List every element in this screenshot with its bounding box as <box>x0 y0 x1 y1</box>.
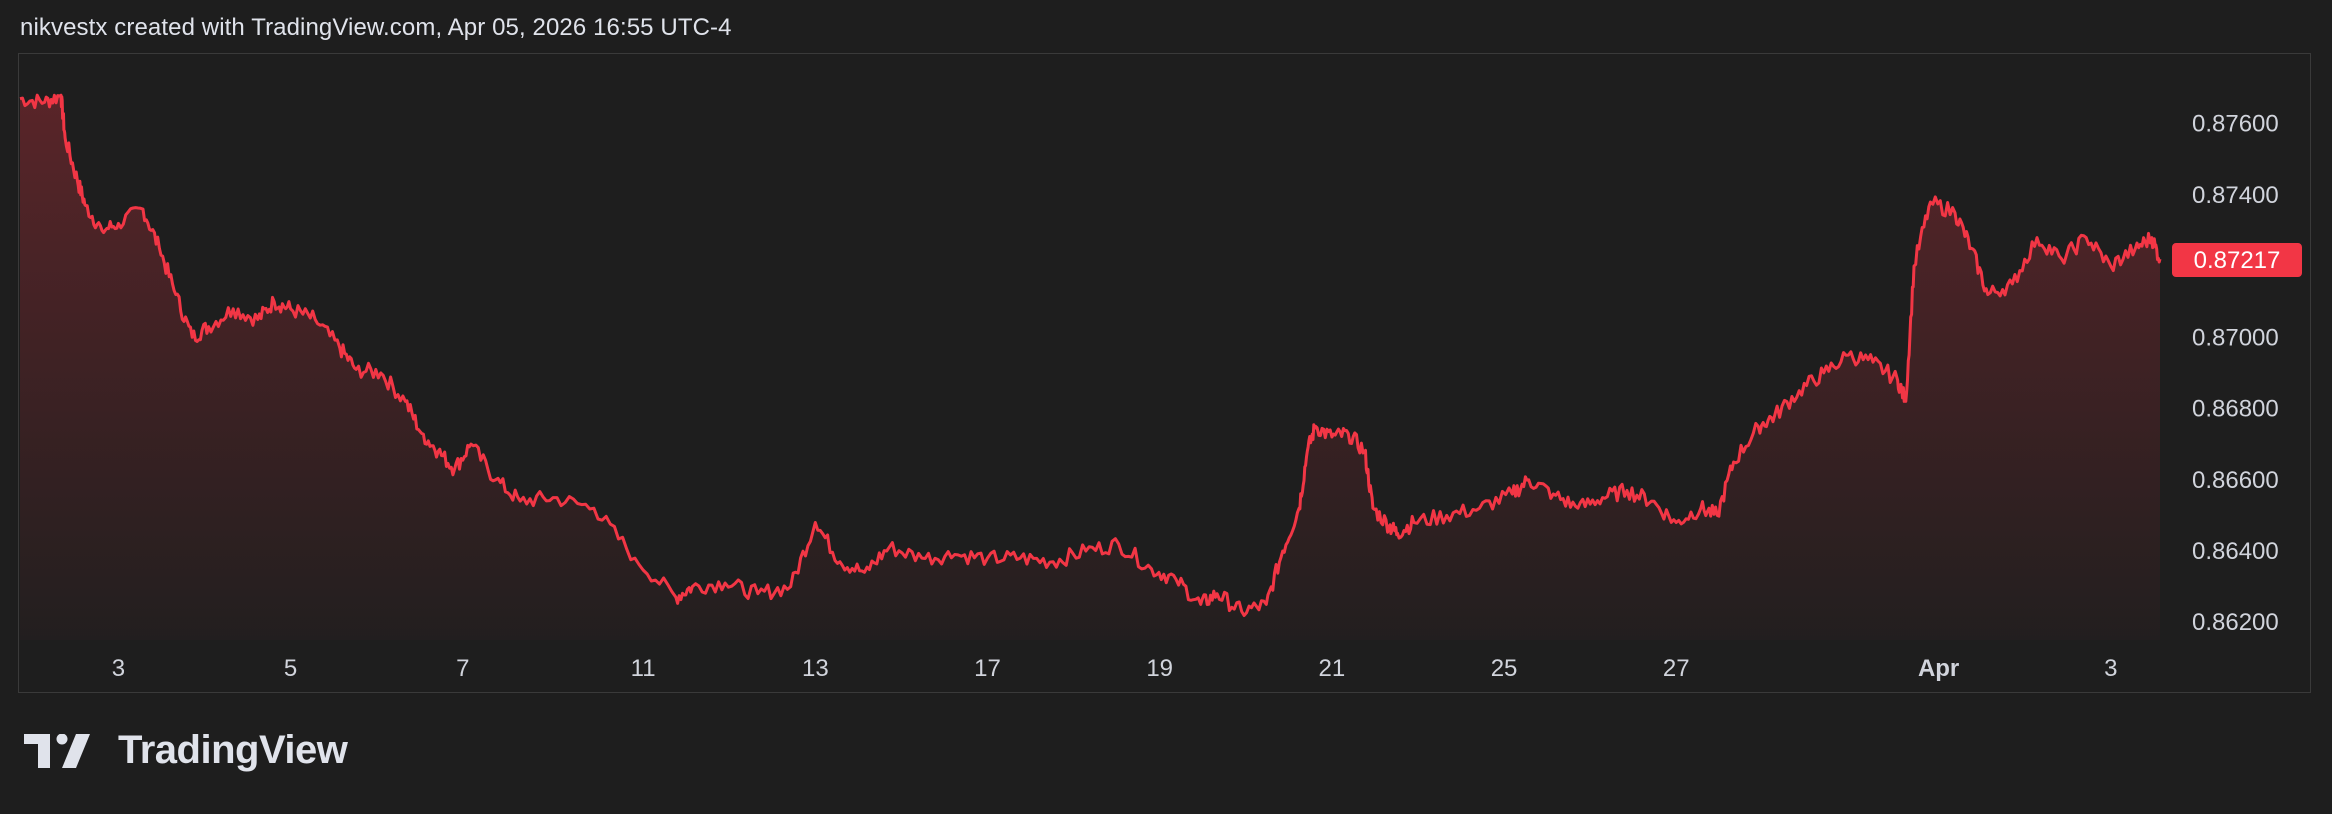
x-tick-label: 11 <box>631 655 656 682</box>
plot-area <box>19 93 2162 640</box>
last-price-label: 0.87217 <box>2194 247 2281 274</box>
y-tick-label: 0.86400 <box>2192 538 2279 565</box>
x-tick-label: Apr <box>1918 655 1959 682</box>
last-price-tag-bg <box>2172 243 2302 278</box>
x-axis: 3 5 7 11 13 17 19 21 25 27 Apr 3 <box>112 655 2118 682</box>
y-tick-label: 0.86200 <box>2192 609 2279 636</box>
x-tick-label: 25 <box>1491 655 1518 682</box>
chart-attribution: nikvestx created with TradingView.com, A… <box>20 14 732 41</box>
y-tick-label: 0.86800 <box>2192 396 2279 423</box>
last-price-tag: 0.87217 <box>2172 243 2302 278</box>
x-tick-label: 27 <box>1663 655 1690 682</box>
chart-frame <box>18 53 2311 693</box>
price-line <box>19 93 2162 617</box>
x-tick-label: 13 <box>802 655 829 682</box>
price-area-fill <box>20 95 2160 640</box>
x-tick-label: 17 <box>974 655 1001 682</box>
y-tick-label: 0.87000 <box>2192 324 2279 351</box>
y-tick-label: 0.87600 <box>2192 111 2279 138</box>
price-chart[interactable]: 0.87600 0.87400 0.87000 0.86800 0.86600 0.864… <box>0 0 2332 700</box>
tradingview-logo-icon <box>24 733 90 768</box>
brand-name: TradingView <box>118 728 348 772</box>
brand[interactable]: TradingView <box>24 728 348 773</box>
y-axis: 0.87600 0.87400 0.87000 0.86800 0.86600 0.864… <box>2192 111 2279 637</box>
y-tick-label: 0.87400 <box>2192 182 2279 209</box>
x-tick-label: 19 <box>1146 655 1173 682</box>
x-tick-label: 3 <box>2104 655 2117 682</box>
x-tick-label: 3 <box>112 655 125 682</box>
x-tick-label: 5 <box>284 655 297 682</box>
x-tick-label: 21 <box>1319 655 1346 682</box>
y-tick-label: 0.86600 <box>2192 467 2279 494</box>
x-tick-label: 7 <box>456 655 469 682</box>
